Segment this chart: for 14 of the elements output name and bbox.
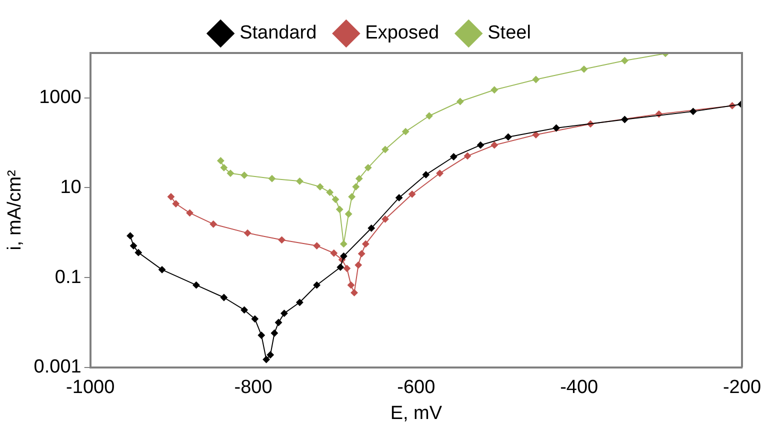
y-tick-label: 0.001 bbox=[34, 356, 82, 378]
x-tick-label: -400 bbox=[560, 377, 598, 398]
y-tick-label: 1000 bbox=[39, 87, 82, 108]
y-tick-label: 10 bbox=[60, 176, 82, 198]
legend-label: Exposed bbox=[365, 22, 440, 44]
x-tick-label: -200 bbox=[722, 377, 762, 398]
legend-label: Standard bbox=[240, 22, 317, 44]
y-tick-label: 0.1 bbox=[54, 266, 82, 288]
y-axis-title: i, mA/cm² bbox=[4, 170, 26, 250]
x-axis-title: E, mV bbox=[390, 402, 442, 424]
x-tick-label: -800 bbox=[234, 377, 272, 398]
legend-label: Steel bbox=[488, 22, 531, 44]
x-tick-label: -600 bbox=[397, 377, 436, 398]
x-tick-label: -1000 bbox=[66, 377, 115, 398]
